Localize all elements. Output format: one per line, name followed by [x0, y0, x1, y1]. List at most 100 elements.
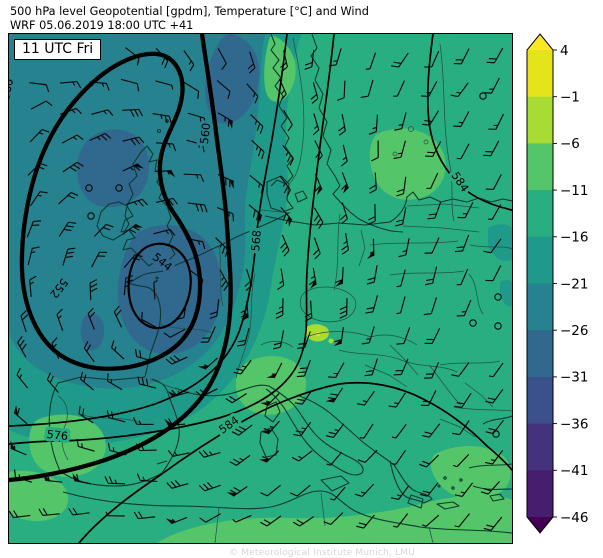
wind-barb	[431, 51, 440, 68]
wind-barb	[75, 108, 82, 115]
wind-barb	[68, 508, 74, 516]
wind-barb	[283, 109, 293, 126]
calm-wind-circle	[479, 92, 487, 100]
border-path	[402, 225, 480, 233]
wind-barb	[172, 452, 190, 457]
wind-barb	[456, 246, 465, 249]
colorbar-band	[527, 283, 553, 331]
wind-barb	[137, 376, 141, 385]
coastline-path	[265, 385, 364, 476]
wind-barb	[493, 47, 504, 64]
wind-barb	[361, 483, 375, 497]
wind-barb	[262, 456, 270, 460]
wind-barb	[342, 156, 347, 161]
wind-barb	[132, 417, 138, 425]
contour-label: 560	[198, 122, 214, 145]
wind-barb	[200, 174, 205, 183]
wind-barb	[462, 234, 470, 252]
wind-barb	[60, 80, 78, 84]
wind-barb	[30, 100, 47, 110]
wind-barb	[100, 134, 108, 141]
coastline-path	[482, 415, 512, 425]
wind-barb	[78, 413, 94, 424]
colorbar-band	[527, 96, 553, 144]
wind-barb	[372, 126, 377, 130]
wind-barb	[401, 112, 407, 129]
wind-barb	[456, 402, 465, 405]
wind-barb	[310, 93, 318, 100]
wind-barb	[316, 184, 322, 196]
wind-barb	[69, 166, 77, 172]
coastline-path	[294, 190, 308, 203]
colorbar-tick-label: −46	[560, 510, 589, 526]
wind-barb	[341, 249, 349, 255]
wind-barb	[136, 473, 141, 481]
wind-barb	[325, 435, 334, 438]
wind-barb	[112, 447, 115, 452]
wind-barb	[105, 223, 114, 228]
wind-barb	[366, 307, 375, 310]
wind-barb	[298, 450, 313, 462]
wind-barb	[281, 246, 288, 253]
wind-barb	[241, 365, 247, 368]
wind-barb	[283, 250, 290, 257]
wind-barb	[174, 479, 181, 487]
coastline-path	[389, 191, 512, 223]
wind-barb	[405, 238, 410, 256]
wind-barb	[335, 278, 343, 287]
wind-barb	[235, 428, 243, 434]
wind-barb	[296, 375, 305, 378]
wind-barb	[171, 518, 176, 523]
wind-barb	[132, 226, 140, 231]
wind-barb	[391, 463, 396, 465]
wind-barb	[108, 417, 126, 423]
calm-wind-circle	[492, 430, 500, 438]
wind-barb	[189, 64, 195, 72]
wind-barb	[199, 517, 207, 523]
wind-barb	[423, 313, 432, 316]
wind-barb	[312, 249, 320, 256]
wind-barb	[395, 449, 406, 465]
border-path	[439, 418, 476, 438]
wind-barb	[375, 114, 379, 132]
wind-barb	[366, 338, 371, 340]
wind-barb	[204, 204, 208, 213]
wind-barb	[393, 525, 398, 528]
wind-barb	[129, 109, 135, 117]
wind-barb	[227, 119, 230, 127]
wind-barb	[279, 280, 284, 284]
colorbar-band	[527, 236, 553, 284]
coastline-path	[156, 128, 162, 134]
wind-barb	[313, 214, 320, 222]
wind-barb	[279, 330, 285, 348]
geopotential-contours-layer	[9, 34, 512, 543]
border-path	[333, 213, 341, 291]
wind-barb	[269, 425, 275, 429]
wind-barb	[249, 174, 264, 187]
wind-barb	[202, 144, 205, 153]
border-path	[428, 364, 462, 406]
contour-552	[19, 51, 203, 371]
wind-barb	[460, 143, 470, 159]
temperature-band	[80, 313, 105, 351]
wind-barb	[231, 431, 240, 436]
colorbar-band	[527, 330, 553, 378]
wind-barb	[359, 437, 364, 439]
wind-barb	[232, 458, 241, 464]
wind-barb	[335, 48, 342, 65]
wind-barb	[45, 84, 50, 93]
wind-barb	[216, 79, 231, 92]
wind-barb	[490, 238, 502, 254]
wind-barb	[430, 297, 438, 314]
wind-barb	[285, 216, 290, 225]
wind-barb	[301, 389, 313, 405]
wind-barb	[238, 339, 246, 343]
wind-barb	[336, 97, 345, 102]
wind-barb	[460, 48, 470, 65]
coastline-path	[459, 478, 463, 482]
border-path	[149, 378, 187, 392]
wind-barb	[371, 358, 378, 375]
wind-barb	[205, 513, 221, 523]
wind-barb	[186, 139, 203, 146]
wind-barb	[57, 315, 62, 319]
